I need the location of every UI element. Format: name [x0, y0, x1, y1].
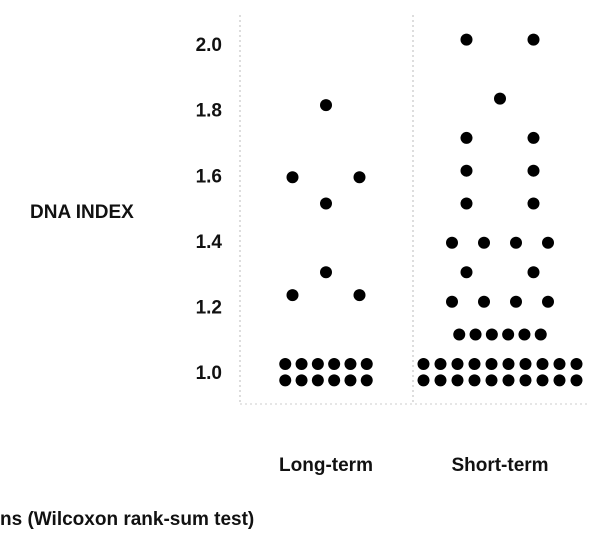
- dot: [295, 357, 308, 370]
- dot: [553, 357, 566, 370]
- dot: [417, 374, 430, 387]
- dot: [328, 357, 341, 370]
- dot: [446, 236, 458, 249]
- dot: [478, 295, 490, 308]
- dot: [417, 357, 430, 370]
- dot: [518, 328, 531, 341]
- dot: [534, 328, 547, 341]
- dot: [434, 357, 447, 370]
- dot: [510, 295, 522, 308]
- dot: [344, 357, 357, 370]
- dot: [320, 266, 332, 279]
- dot: [295, 374, 308, 387]
- dot: [320, 99, 332, 112]
- dot: [460, 131, 473, 144]
- dot: [286, 171, 299, 184]
- dot: [460, 197, 473, 210]
- dot: [527, 266, 540, 279]
- dot: [311, 357, 324, 370]
- y-tick-label: 1.2: [196, 297, 222, 318]
- dot: [320, 197, 332, 210]
- dot: [494, 92, 506, 105]
- y-tick-label: 1.6: [196, 166, 222, 187]
- dot: [279, 357, 292, 370]
- y-axis-label: DNA INDEX: [30, 202, 134, 223]
- y-tick-label: 1.0: [196, 363, 222, 384]
- dot: [353, 289, 366, 302]
- dot: [519, 357, 532, 370]
- dot: [553, 374, 566, 387]
- dot: [344, 374, 357, 387]
- dot: [510, 236, 522, 249]
- dot: [360, 374, 373, 387]
- dot: [460, 164, 473, 177]
- dot: [451, 357, 464, 370]
- dot: [502, 328, 515, 341]
- dot: [502, 357, 515, 370]
- dot: [460, 266, 473, 279]
- dot: [353, 171, 366, 184]
- dot: [527, 131, 540, 144]
- dot: [311, 374, 324, 387]
- dot: [469, 328, 482, 341]
- x-tick-label: Short-term: [451, 455, 548, 476]
- dot: [527, 33, 540, 46]
- y-tick-label: 1.8: [196, 101, 222, 122]
- dot: [453, 328, 466, 341]
- dot: [468, 374, 481, 387]
- dot: [328, 374, 341, 387]
- dot: [485, 374, 498, 387]
- dot: [527, 197, 540, 210]
- dot: [542, 295, 554, 308]
- dot: [570, 357, 583, 370]
- dot: [536, 374, 549, 387]
- y-tick-label: 1.4: [196, 232, 223, 253]
- dot: [434, 374, 447, 387]
- dot: [527, 164, 540, 177]
- note: ns (Wilcoxon rank-sum test): [0, 509, 254, 530]
- dot: [519, 374, 532, 387]
- x-tick-label: Long-term: [279, 455, 373, 476]
- dot: [542, 236, 554, 249]
- dot: [502, 374, 515, 387]
- dot: [360, 357, 373, 370]
- dot: [451, 374, 464, 387]
- dot: [485, 328, 498, 341]
- dot: [485, 357, 498, 370]
- dot: [570, 374, 583, 387]
- dot: [446, 295, 458, 308]
- dot: [468, 357, 481, 370]
- dot: [536, 357, 549, 370]
- y-tick-label: 2.0: [196, 35, 222, 56]
- dot: [286, 289, 299, 302]
- dot: [279, 374, 292, 387]
- dot: [460, 33, 473, 46]
- dot: [478, 236, 490, 249]
